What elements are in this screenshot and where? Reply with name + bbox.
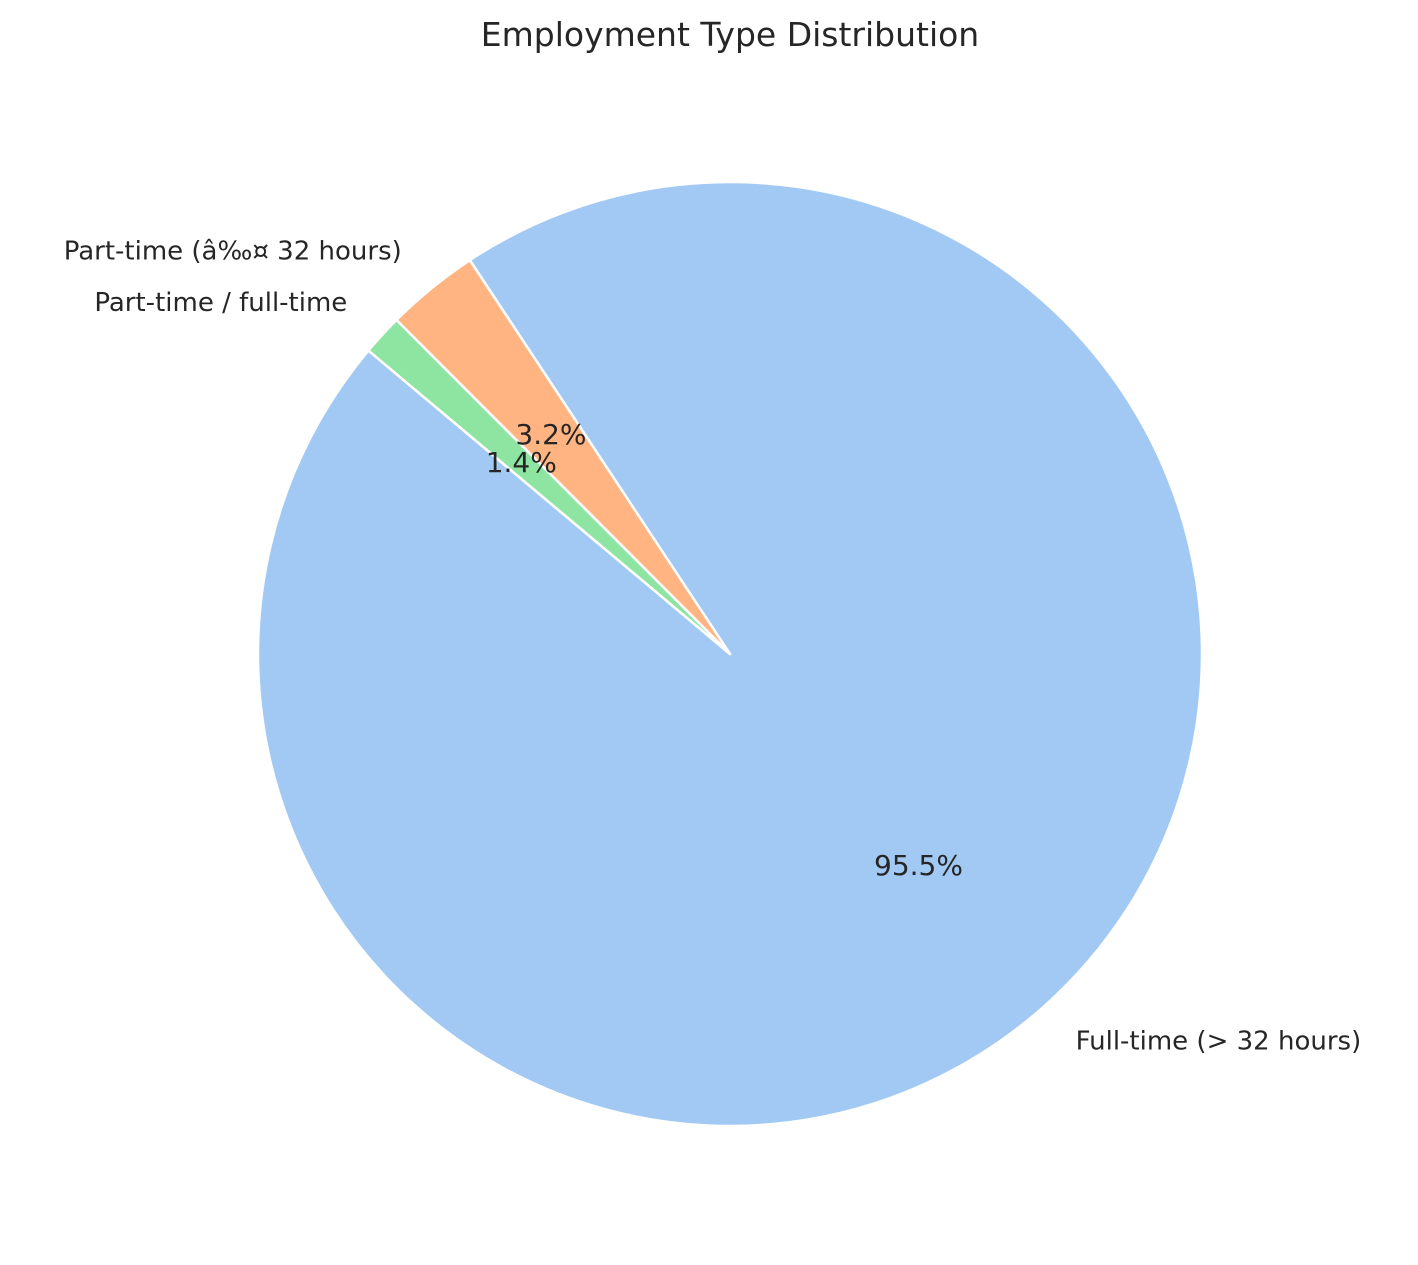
slice-label-3: Part-time / full-time (94, 288, 347, 318)
slice-percent-label-2: 3.2% (515, 418, 586, 451)
slice-label-1: Full-time (> 32 hours) (1076, 1026, 1362, 1056)
slice-percent-label-3: 1.4% (486, 446, 557, 479)
pie-slice-1 (256, 180, 1204, 1128)
slice-percent-label-1: 95.5% (874, 849, 963, 882)
chart-title: Employment Type Distribution (481, 15, 979, 54)
slice-label-2: Part-time (â‰¤ 32 hours) (64, 237, 402, 267)
pie-slice-3 (367, 318, 732, 656)
pie-labels: Full-time (> 32 hours) 95.5% Part-time (â‰… (64, 237, 1362, 1057)
pie-slices (256, 180, 1204, 1128)
